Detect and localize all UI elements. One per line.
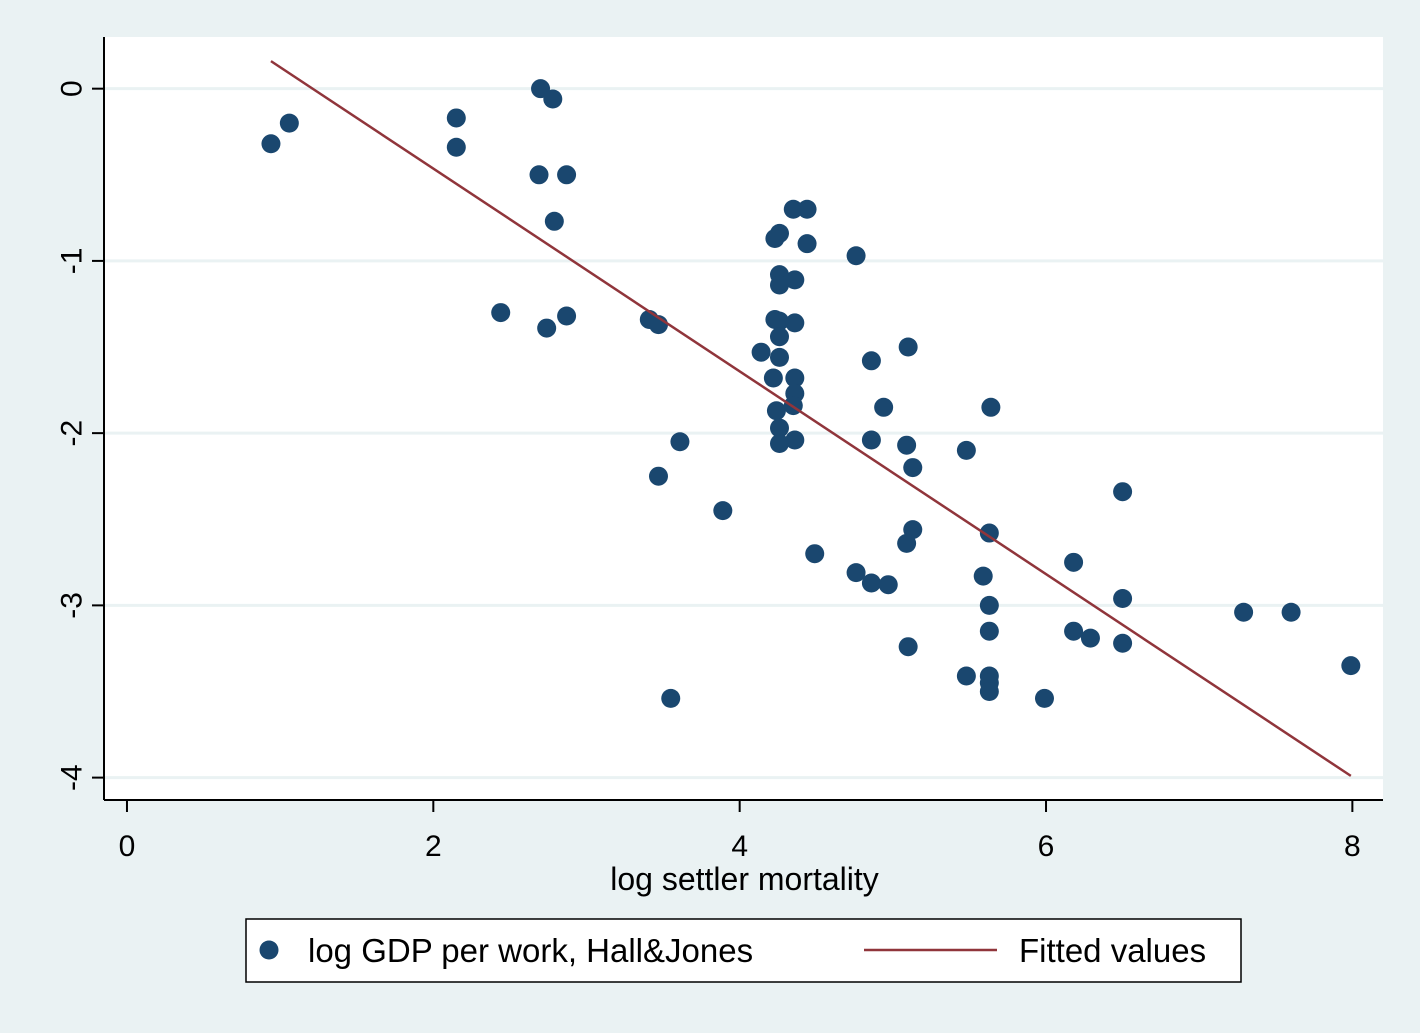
data-point: [785, 368, 805, 388]
plot-area: [104, 37, 1383, 800]
data-point: [861, 430, 881, 450]
data-point: [785, 270, 805, 290]
data-point: [769, 418, 789, 438]
x-tick-label: 4: [731, 830, 748, 863]
legend: log GDP per work, Hall&Jones Fitted valu…: [245, 918, 1242, 983]
data-point: [648, 466, 668, 486]
data-point: [979, 595, 999, 615]
data-point: [785, 430, 805, 450]
y-tick-label: -1: [56, 248, 89, 275]
legend-label-fitted: Fitted values: [1019, 932, 1206, 969]
data-point: [557, 306, 577, 326]
data-point: [956, 666, 976, 686]
data-point: [763, 368, 783, 388]
data-point: [956, 440, 976, 460]
data-point: [769, 275, 789, 295]
x-tick-label: 2: [425, 830, 442, 863]
x-tick-label: 0: [119, 830, 136, 863]
legend-box: [245, 918, 1242, 983]
legend-marker-scatter: [259, 940, 279, 960]
x-tick-label: 6: [1038, 830, 1055, 863]
data-point: [979, 681, 999, 701]
data-point: [446, 108, 466, 128]
data-point: [713, 501, 733, 521]
data-point: [1080, 628, 1100, 648]
data-point: [785, 313, 805, 333]
y-tick-label: -2: [56, 420, 89, 447]
data-point: [1113, 588, 1133, 608]
data-point: [981, 397, 1001, 417]
data-point: [783, 199, 803, 219]
axes: [103, 37, 1383, 801]
data-point: [979, 621, 999, 641]
data-point: [898, 337, 918, 357]
data-point: [797, 199, 817, 219]
data-point: [874, 397, 894, 417]
data-point: [973, 566, 993, 586]
data-point: [670, 432, 690, 452]
data-point: [846, 563, 866, 583]
data-point: [1234, 602, 1254, 622]
data-point: [1341, 656, 1361, 676]
data-point: [543, 89, 563, 109]
x-tick-label: 8: [1344, 830, 1361, 863]
data-points: [261, 79, 1361, 708]
data-point: [979, 523, 999, 543]
data-point: [861, 573, 881, 593]
data-point: [537, 318, 557, 338]
x-axis-title: log settler mortality: [610, 861, 879, 897]
data-point: [897, 435, 917, 455]
data-point: [261, 134, 281, 154]
data-point: [1281, 602, 1301, 622]
data-point: [446, 137, 466, 157]
tick-marks: 0 2 4 6 8 0 -1 -2 -3 -4: [56, 80, 1361, 863]
data-point: [751, 342, 771, 362]
data-point: [861, 351, 881, 371]
data-point: [1064, 552, 1084, 572]
data-point: [903, 458, 923, 478]
fit-line-group: [270, 60, 1352, 777]
data-point: [529, 165, 549, 185]
data-point: [661, 688, 681, 708]
legend-label-scatter: log GDP per work, Hall&Jones: [308, 932, 753, 969]
data-point: [557, 165, 577, 185]
gridlines: [104, 87, 1383, 780]
data-point: [765, 229, 785, 249]
data-point: [544, 211, 564, 231]
data-point: [766, 401, 786, 421]
data-point: [897, 533, 917, 553]
data-point: [1064, 621, 1084, 641]
y-tick-label: -3: [56, 592, 89, 619]
y-tick-label: -4: [56, 764, 89, 791]
data-point: [769, 327, 789, 347]
data-point: [491, 303, 511, 323]
data-point: [769, 433, 789, 453]
data-point: [898, 637, 918, 657]
data-point: [878, 575, 898, 595]
fit-line: [270, 60, 1352, 777]
data-point: [1034, 688, 1054, 708]
data-point: [1113, 633, 1133, 653]
data-point: [769, 347, 789, 367]
data-point: [805, 544, 825, 564]
data-point: [846, 246, 866, 266]
y-tick-label: 0: [56, 80, 89, 97]
data-point: [797, 234, 817, 254]
data-point: [769, 311, 789, 331]
data-point: [1113, 482, 1133, 502]
data-point: [279, 113, 299, 133]
